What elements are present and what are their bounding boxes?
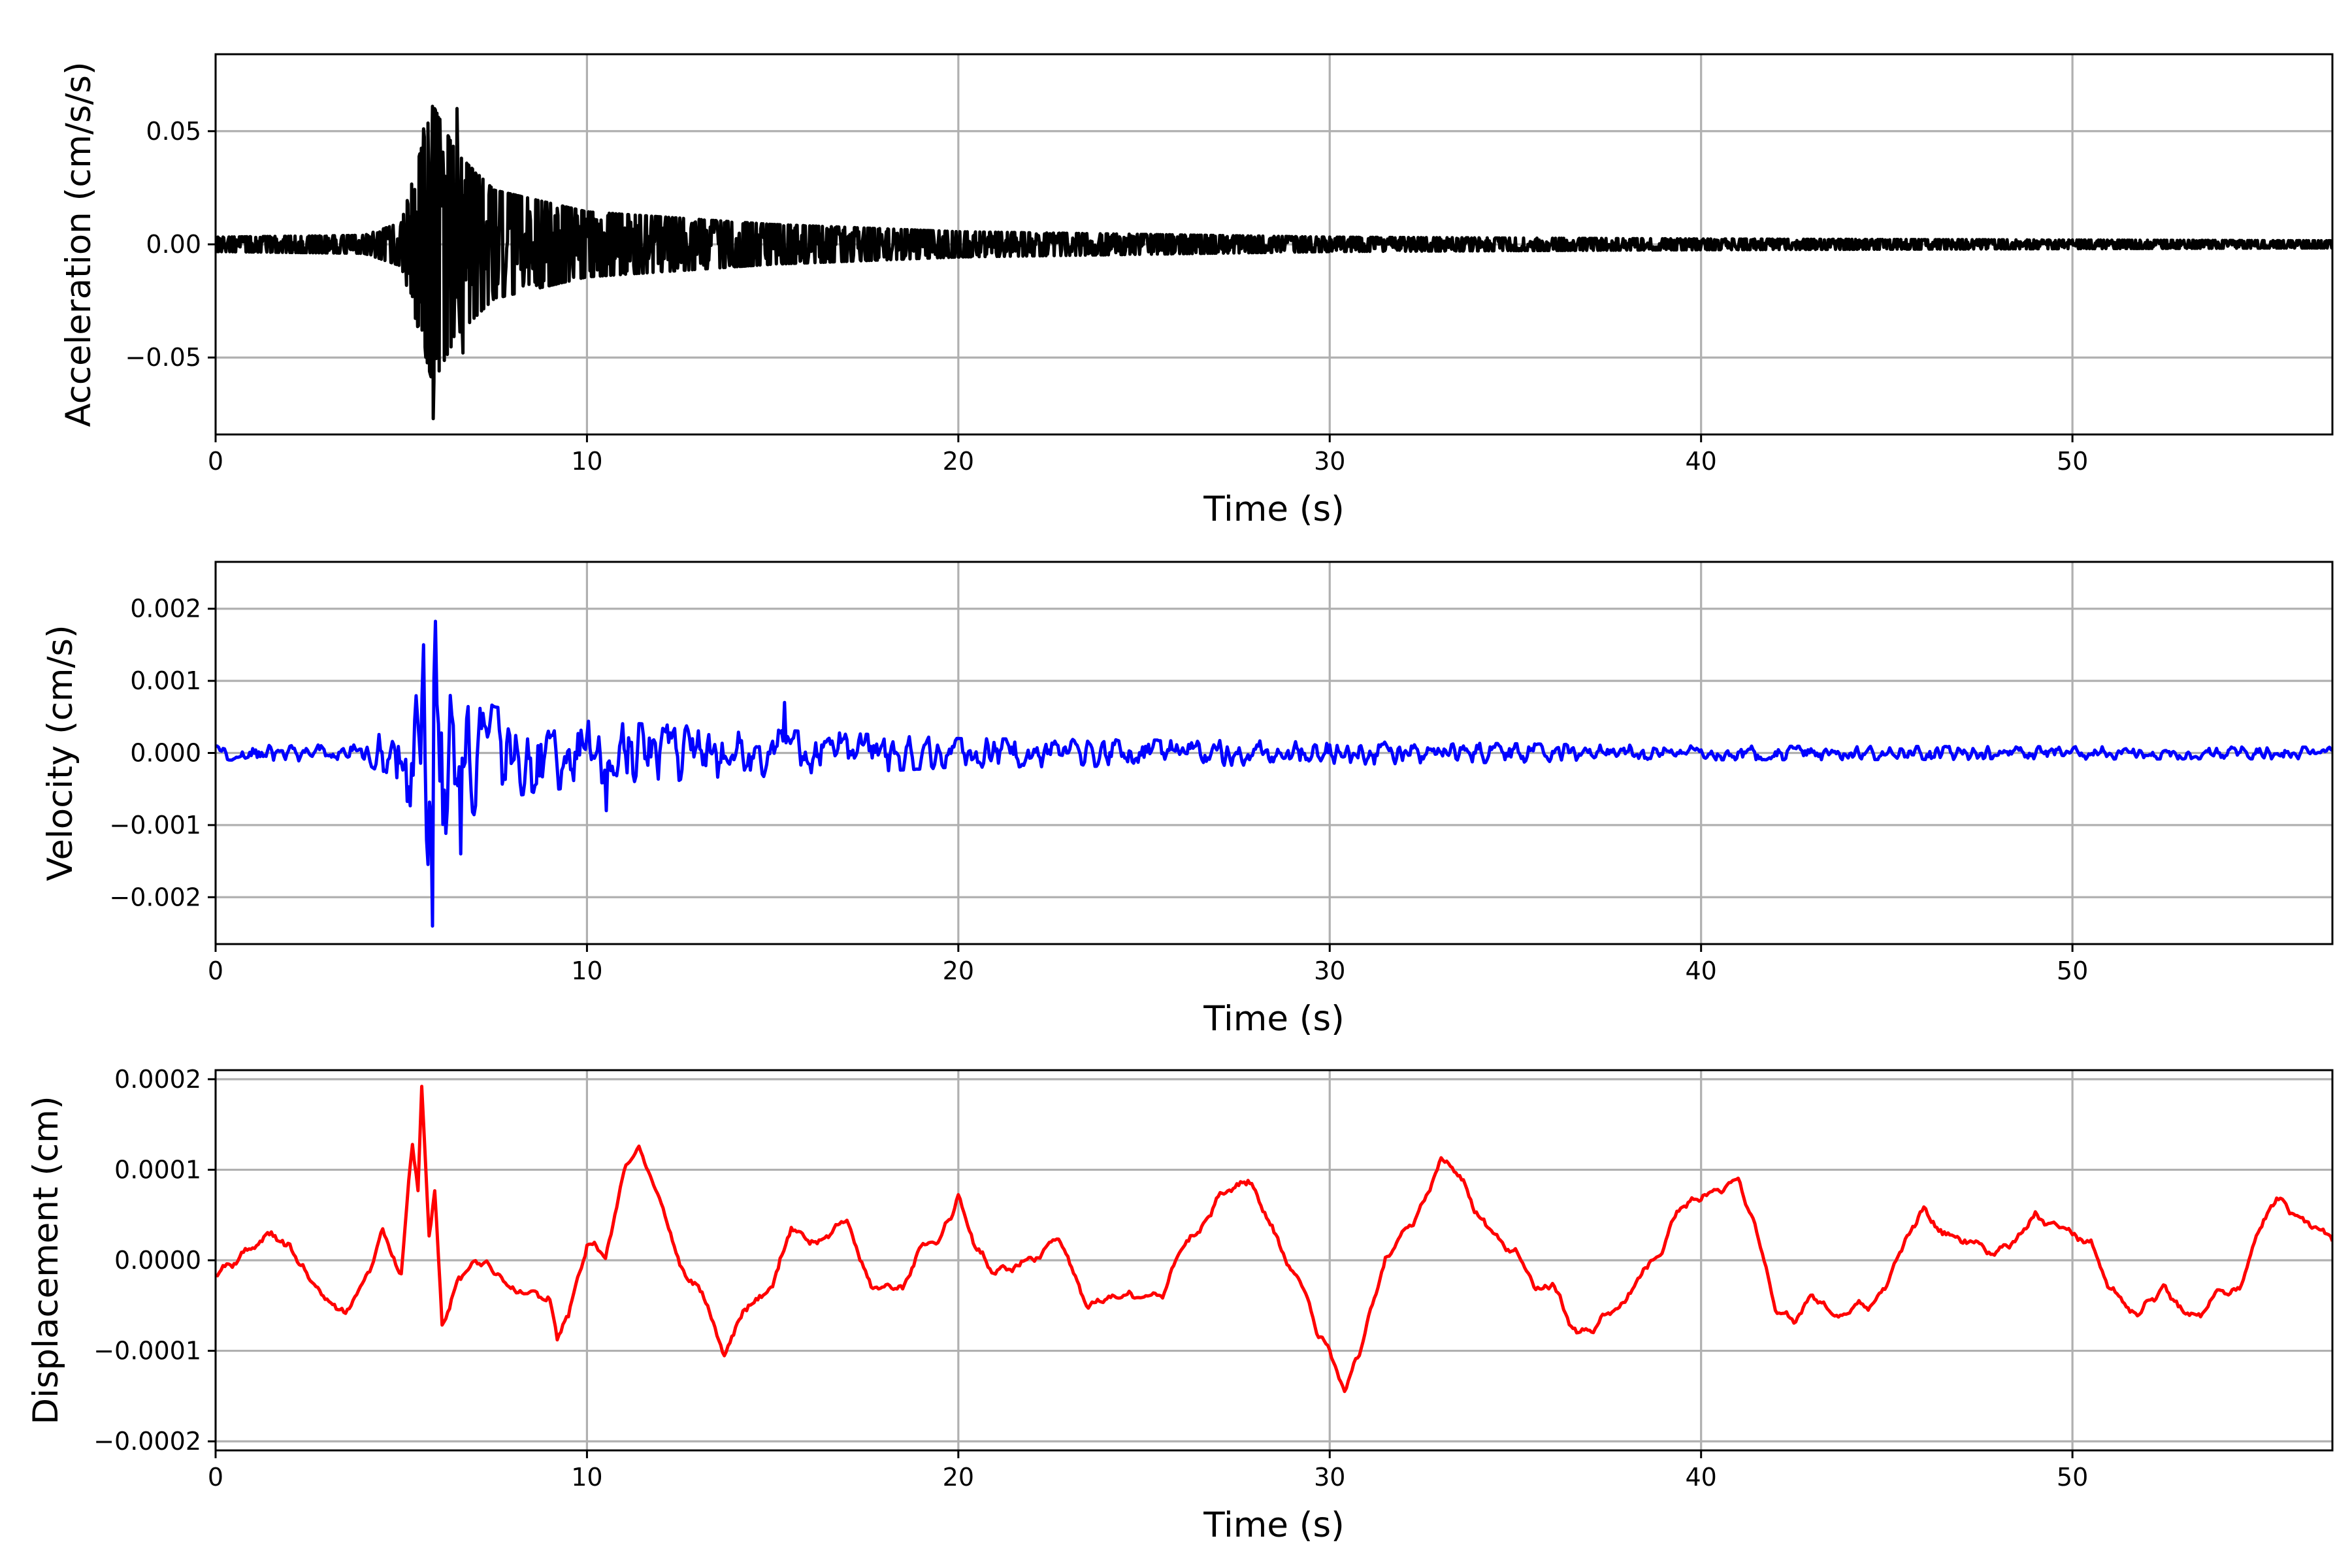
x-tick-label: 10 (571, 1463, 602, 1492)
y-axis-label: Velocity (cm/s) (41, 625, 80, 881)
x-tick-label: 50 (2057, 447, 2088, 476)
x-tick-label: 0 (208, 956, 223, 985)
y-tick-label: 0.0001 (114, 1155, 201, 1184)
x-tick-label: 30 (1314, 956, 1345, 985)
y-tick-label: 0.00 (146, 230, 201, 259)
x-tick-label: 40 (1686, 956, 1717, 985)
x-tick-label: 20 (943, 956, 974, 985)
velocity-series-line (216, 619, 2332, 928)
acceleration-series-line (216, 105, 2332, 421)
displacement-series-line (216, 1085, 2332, 1394)
x-axis-label: Time (s) (1203, 1505, 1345, 1545)
x-tick-label: 20 (943, 447, 974, 476)
acceleration-panel: 0 10 20 30 40 50 0.05 0.00 −0.05 Time (s) Accelera… (59, 53, 2334, 529)
y-tick-label: 0.05 (146, 117, 201, 146)
x-tick-label: 20 (943, 1463, 974, 1492)
y-tick-label: −0.05 (125, 343, 201, 372)
y-tick-label: −0.0002 (93, 1427, 201, 1456)
x-tick-label: 40 (1686, 447, 1717, 476)
y-tick-label: 0.000 (130, 739, 201, 768)
displacement-panel: 0 10 20 30 40 50 0.0002 0.0001 0.0000 −0.0001 −0.0… (26, 1065, 2334, 1545)
y-tick-label: 0.0000 (114, 1246, 201, 1275)
y-axis-label: Displacement (cm) (26, 1096, 66, 1424)
y-tick-label: 0.002 (130, 595, 201, 623)
y-tick-label: −0.001 (109, 811, 201, 840)
y-tick-label: −0.0001 (93, 1337, 201, 1365)
x-tick-label: 50 (2057, 1463, 2088, 1492)
x-axis-label: Time (s) (1203, 999, 1345, 1039)
x-tick-label: 0 (208, 1463, 223, 1492)
x-tick-label: 10 (571, 447, 602, 476)
x-tick-label: 10 (571, 956, 602, 985)
y-tick-label: −0.002 (109, 883, 201, 911)
y-tick-label: 0.0002 (114, 1065, 201, 1094)
x-tick-label: 30 (1314, 1463, 1345, 1492)
x-tick-label: 30 (1314, 447, 1345, 476)
y-tick-label: 0.001 (130, 666, 201, 695)
x-axis-label: Time (s) (1203, 489, 1345, 529)
velocity-panel: 0 10 20 30 40 50 0.002 0.001 0.000 −0.001 −0.002 Ti… (41, 561, 2334, 1039)
x-tick-label: 50 (2057, 956, 2088, 985)
x-tick-label: 0 (208, 447, 223, 476)
y-axis-label: Acceleration (cm/s/s) (59, 61, 99, 427)
x-tick-label: 40 (1686, 1463, 1717, 1492)
